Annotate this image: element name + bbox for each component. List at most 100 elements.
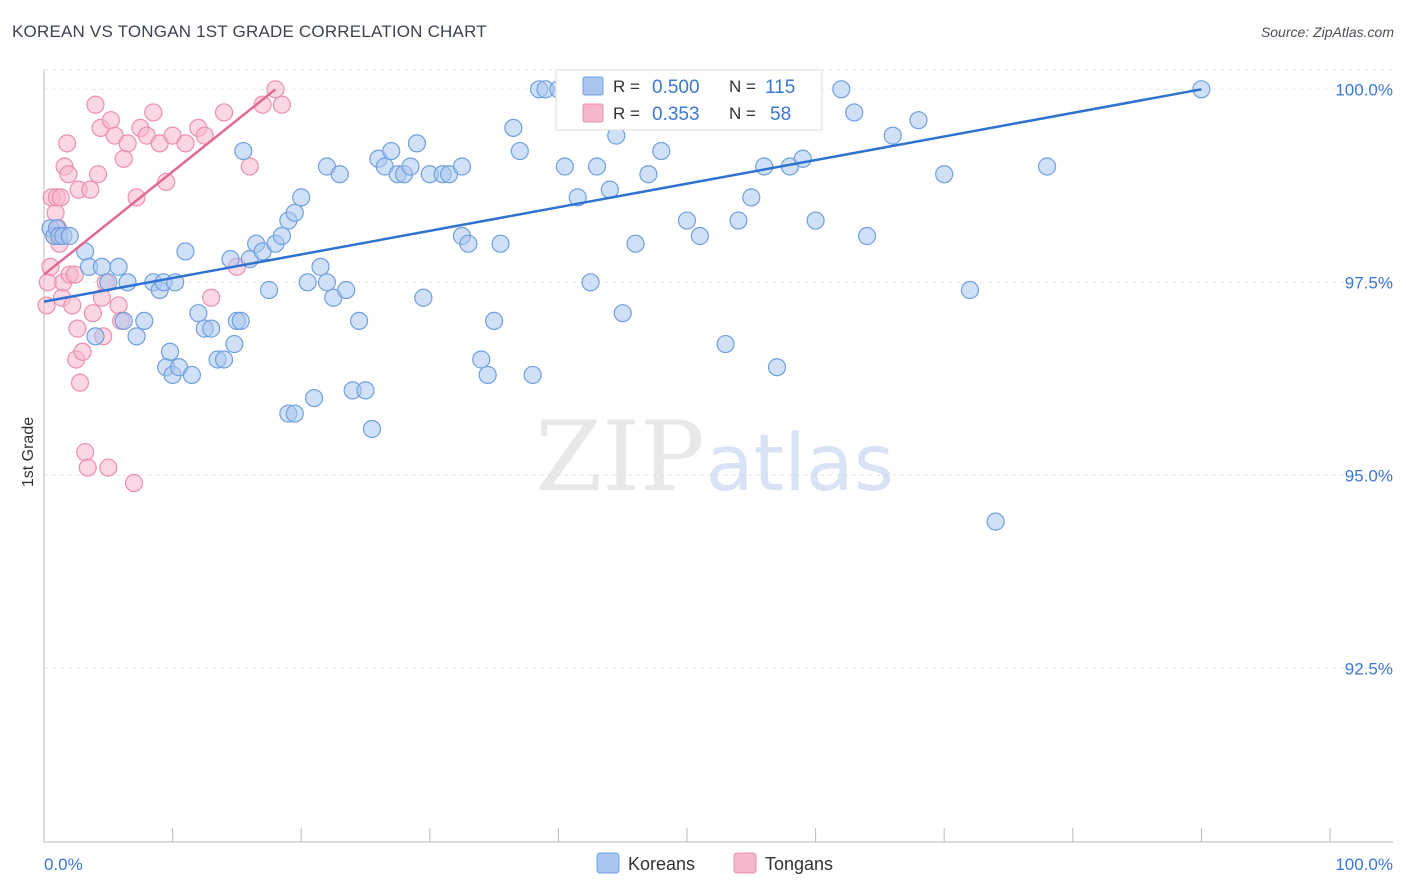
korean-point (414, 288, 433, 307)
series-legend: Koreans Tongans (596, 852, 833, 874)
tongan-point (144, 103, 163, 122)
korean-point (883, 126, 902, 145)
y-tick-label: 100.0% (1335, 80, 1393, 99)
korean-point (568, 188, 587, 207)
tongan-point (73, 342, 92, 361)
tongan-point (58, 134, 77, 153)
tongan-point (38, 273, 57, 292)
tongan-point (118, 134, 137, 153)
tongan-point (272, 95, 292, 114)
korean-point (491, 234, 510, 253)
series-swatch-koreans (596, 852, 620, 874)
korean-point (189, 304, 208, 323)
watermark: ZIP atlas (535, 401, 894, 513)
y-tick-label: 95.0% (1345, 466, 1393, 485)
korean-point (401, 157, 420, 176)
korean-point (652, 141, 671, 161)
tongan-point (176, 134, 195, 153)
tongan-point (127, 188, 146, 207)
korean-point (225, 334, 244, 354)
korean-point (285, 404, 304, 423)
korean-point (135, 311, 154, 330)
korean-point (472, 350, 491, 369)
korean-point (382, 141, 401, 161)
korean-point (234, 141, 253, 161)
tongan-point (46, 203, 65, 222)
korean-point (986, 512, 1005, 531)
tongan-point (195, 126, 214, 145)
tongan-point (76, 443, 95, 462)
tongan-point (253, 95, 272, 114)
legend-swatch-tongan (582, 103, 604, 123)
korean-point (231, 311, 250, 330)
korean-point (478, 365, 497, 385)
korean-point (176, 242, 195, 261)
korean-point (349, 311, 369, 330)
korean-point (613, 304, 632, 323)
korean-point (581, 273, 600, 292)
y-tick-label: 97.5% (1345, 273, 1393, 292)
korean-point (626, 234, 645, 253)
korean-point (690, 226, 709, 246)
tongan-point (114, 149, 133, 168)
korean-point (960, 280, 980, 300)
korean-point (523, 365, 542, 385)
korean-point (259, 280, 279, 300)
stats-legend: R = 0.500 N = 115 R = 0.353 N = 58 (555, 69, 823, 131)
y-tick-label: 92.5% (1345, 659, 1393, 678)
korean-point (285, 203, 304, 222)
korean-point (330, 165, 349, 184)
legend-n-value-1: 115 (765, 77, 795, 98)
legend-swatch-korean (582, 76, 604, 96)
legend-r-label-2: R = (613, 104, 640, 123)
korean-point (857, 226, 877, 246)
tongan-points (37, 80, 292, 493)
korean-point (292, 188, 311, 207)
korean-point (304, 389, 324, 408)
korean-point (742, 188, 761, 207)
korean-point (806, 211, 825, 230)
korean-point (92, 257, 111, 276)
tongan-point (88, 165, 108, 184)
korean-point (337, 280, 356, 300)
korean-point (459, 234, 478, 253)
korean-point (407, 134, 427, 153)
korean-point (767, 358, 787, 377)
legend-r-label-1: R = (613, 77, 640, 96)
korean-point (317, 273, 337, 292)
korean-point (160, 342, 180, 361)
tongan-point (124, 473, 144, 493)
x-tick-label: 0.0% (44, 855, 83, 874)
korean-point (716, 334, 735, 354)
korean-point (114, 311, 133, 330)
tongan-point (157, 172, 176, 192)
legend-r-value-1: 0.500 (652, 77, 700, 98)
tongan-point (70, 373, 90, 392)
korean-point (298, 273, 317, 292)
tongan-point (81, 180, 100, 199)
korean-point (60, 226, 79, 246)
tongan-point (202, 288, 221, 307)
korean-point (510, 141, 529, 161)
watermark-zip: ZIP (535, 401, 704, 513)
korean-point (485, 311, 504, 330)
chart-source: Source: ZipAtlas.com (1260, 24, 1394, 40)
legend-n-value-2: 58 (770, 104, 791, 125)
korean-point (452, 157, 472, 176)
x-tick-label: 100.0% (1335, 855, 1393, 874)
legend-n-label-1: N = (729, 77, 756, 96)
watermark-atlas: atlas (706, 419, 895, 509)
tongan-point (240, 157, 259, 176)
korean-point (755, 157, 774, 176)
korean-trend-line (43, 88, 1202, 303)
korean-point (504, 118, 523, 138)
y-axis-label: 1st Grade (20, 417, 37, 487)
korean-point (86, 327, 105, 346)
series-label-koreans: Koreans (628, 854, 695, 874)
korean-point (272, 226, 292, 246)
legend-r-value-2: 0.353 (652, 104, 700, 125)
korean-point (127, 327, 146, 346)
series-label-tongans: Tongans (765, 854, 833, 874)
tongan-point (78, 458, 97, 477)
